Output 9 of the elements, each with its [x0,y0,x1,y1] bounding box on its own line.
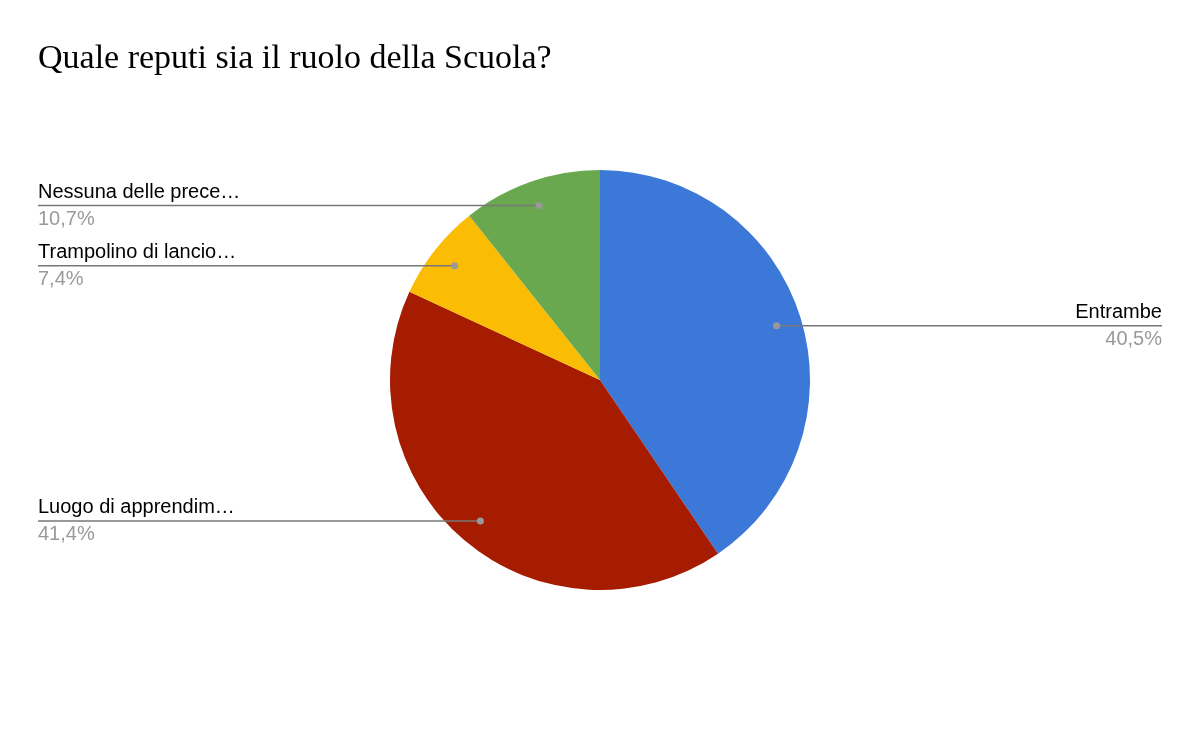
chart-title: Quale reputi sia il ruolo della Scuola? [38,38,552,76]
data-label: 41,4% [38,522,95,545]
data-label: 7,4% [38,267,84,290]
data-label: 10,7% [38,207,95,230]
data-label: 40,5% [1105,327,1163,350]
slice-label: Entrambe [1075,300,1162,323]
slice-label: Nessuna delle prece… [38,180,241,203]
slice-label: Luogo di apprendim… [38,495,235,518]
slice-label: Trampolino di lancio… [38,240,237,263]
